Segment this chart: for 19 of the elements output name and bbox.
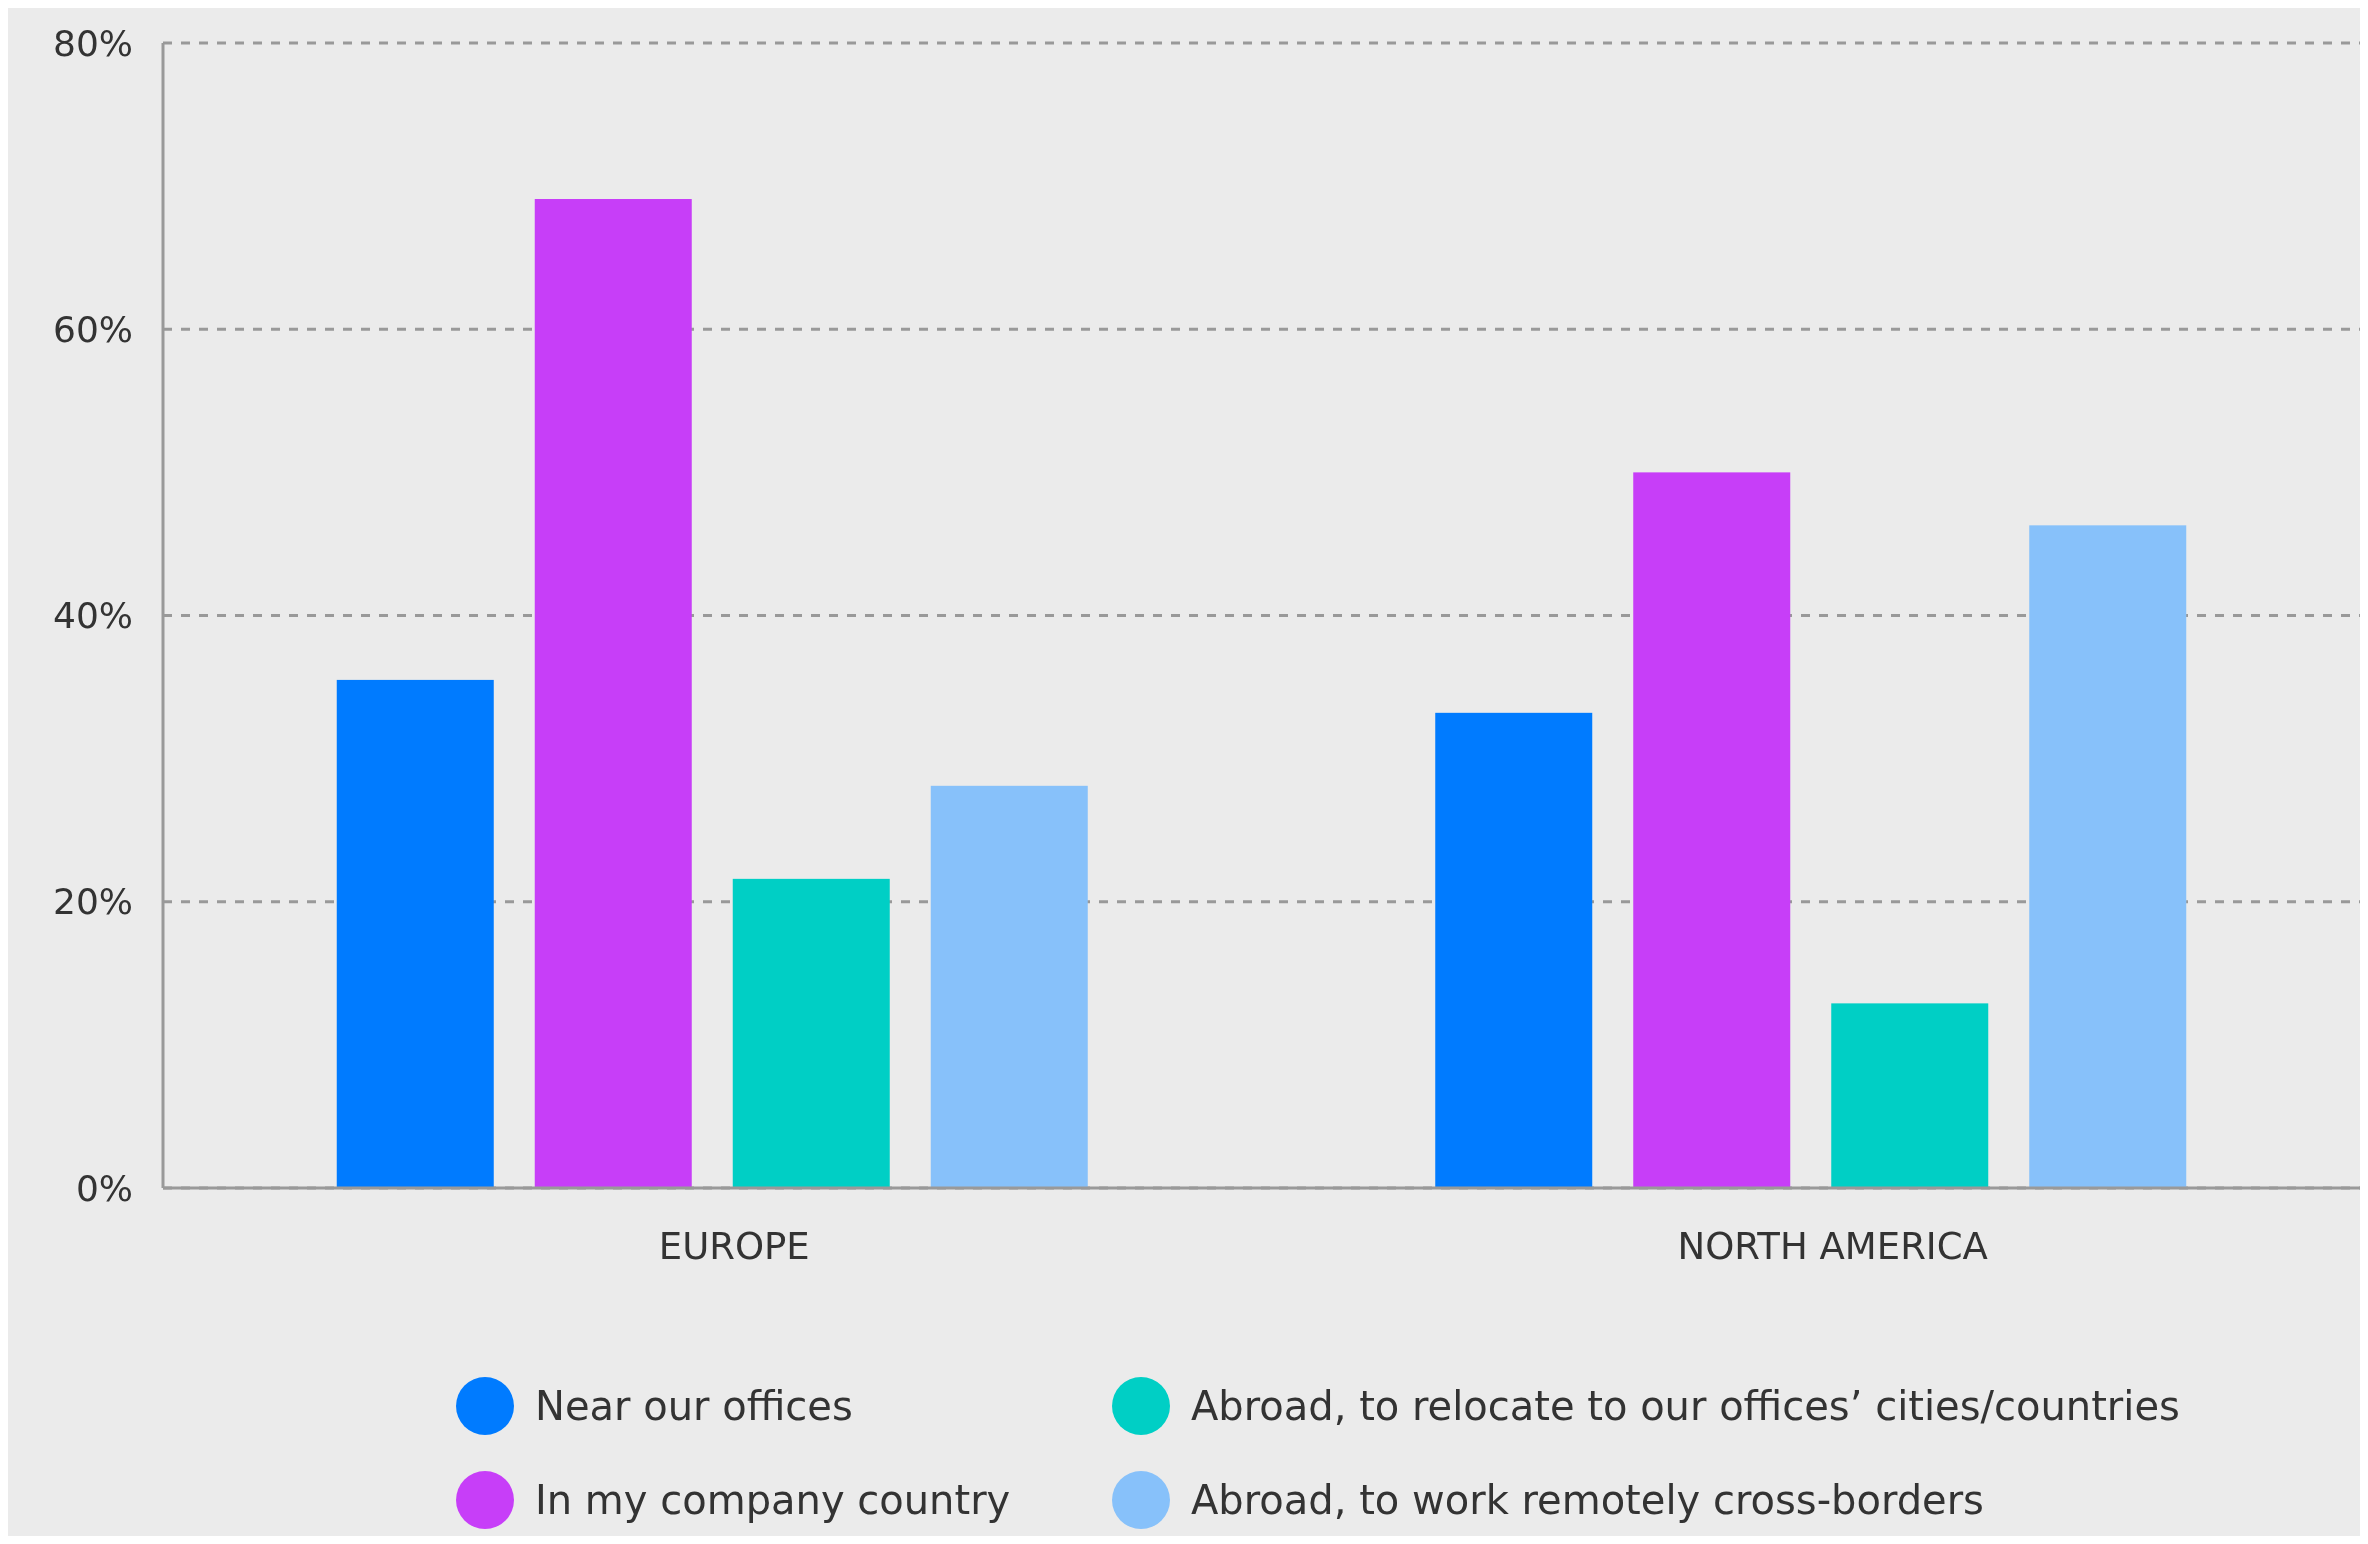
bar <box>930 785 1088 1188</box>
bar <box>2029 525 2187 1188</box>
y-tick-label: 0% <box>75 1167 133 1209</box>
x-tick-label: EUROPE <box>658 1224 810 1268</box>
x-tick-label: NORTH AMERICA <box>1677 1224 1988 1268</box>
y-tick-label: 60% <box>52 308 133 350</box>
legend-label: Abroad, to work remotely cross-borders <box>1191 1477 1984 1523</box>
bar <box>1831 1003 1989 1188</box>
bar <box>336 679 494 1188</box>
y-tick-label: 80% <box>52 22 133 64</box>
legend-label: In my company country <box>535 1477 1011 1523</box>
legend-label: Near our offices <box>535 1383 853 1429</box>
legend-label: Abroad, to relocate to our offices’ cities/countries <box>1191 1383 2180 1429</box>
y-tick-label: 20% <box>52 881 133 923</box>
y-tick-label: 40% <box>52 595 133 636</box>
bar <box>534 199 692 1188</box>
bar <box>1435 712 1593 1188</box>
bar <box>732 878 890 1188</box>
bar <box>1633 472 1791 1188</box>
